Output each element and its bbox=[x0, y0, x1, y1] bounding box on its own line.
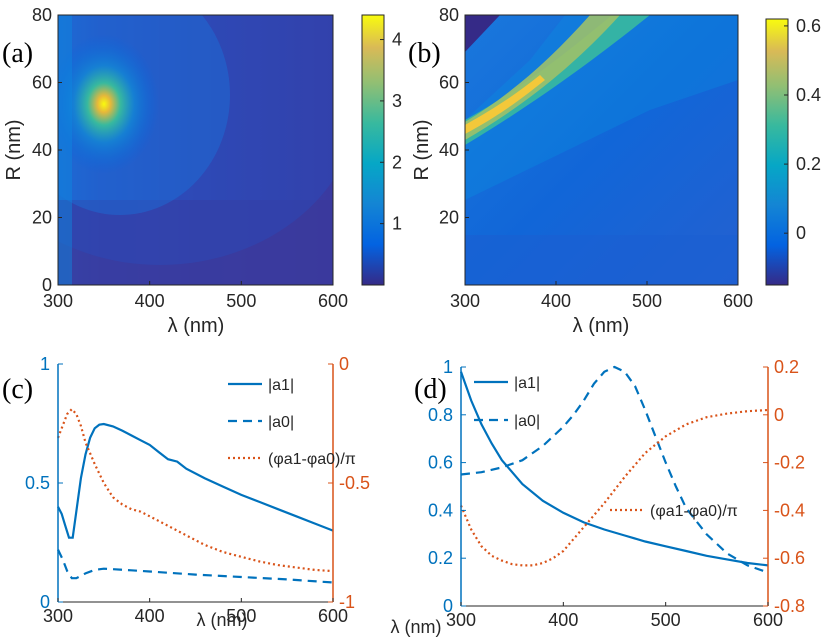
axes-b-ylabel: R (nm) bbox=[411, 119, 433, 180]
axes-d-right-tick-label: -0.4 bbox=[774, 500, 805, 520]
axes-d-right-tick-label: 0 bbox=[774, 405, 784, 425]
axes-d-xtick-label: 300 bbox=[446, 610, 476, 630]
colorbar-a-tick-label: 1 bbox=[392, 214, 402, 234]
colorbar-b-tick-label: 0.2 bbox=[796, 154, 821, 174]
legend-d: |a1| |a0| (φa1-φa0)/π bbox=[474, 375, 738, 520]
axes-d-left-tick-label: 0.6 bbox=[428, 453, 453, 473]
axes-a-ytick-label: 0 bbox=[42, 275, 52, 295]
axes-b-ytick-label: 20 bbox=[439, 208, 459, 228]
axes-c-right-tick-label: 0 bbox=[339, 354, 349, 374]
axes-d-right-tick-label: -0.2 bbox=[774, 453, 805, 473]
axes-b-xtick-label: 600 bbox=[723, 291, 753, 311]
colorbar-a-ticks: 1 2 3 4 bbox=[380, 30, 402, 234]
axes-b-ytick-label: 60 bbox=[439, 73, 459, 93]
axes-d-series-0-line bbox=[459, 371, 769, 567]
axes-d-right-tick-label: -0.8 bbox=[774, 596, 805, 616]
axes-d-xtick-label: 600 bbox=[753, 610, 783, 630]
panel-label-d: (d) bbox=[414, 374, 447, 405]
axes-c-lines bbox=[56, 407, 334, 584]
axes-a-xtick-label: 400 bbox=[135, 291, 165, 311]
axes-a-xtick-label: 500 bbox=[226, 291, 256, 311]
panel-label-c: (c) bbox=[2, 374, 33, 405]
colorbar-b-tick-label: 0 bbox=[796, 223, 806, 243]
axes-c-series-1-line bbox=[57, 549, 334, 584]
heatmap-a-low-band bbox=[58, 200, 333, 285]
axes-a-ytick-label: 40 bbox=[32, 140, 52, 160]
colorbar-b-tick-label: 0.6 bbox=[796, 16, 821, 36]
axes-d-xtick-label: 500 bbox=[651, 610, 681, 630]
axes-b-ytick-label: 80 bbox=[439, 5, 459, 25]
axes-a-ylabel: R (nm) bbox=[3, 119, 25, 180]
axes-d-lines bbox=[459, 365, 769, 574]
colorbar-b-tick-label: 0.4 bbox=[796, 85, 821, 105]
axes-d-ticks: 300 400 500 600 0 0.2 0.4 0.6 0.8 1 -0.8 -0.6 -0.4 -0… bbox=[428, 357, 805, 630]
axes-a-xlabel: λ (nm) bbox=[168, 315, 225, 337]
colorbar-a-tick-label: 2 bbox=[392, 152, 402, 172]
axes-c-right-tick-label: -0.5 bbox=[339, 473, 370, 493]
heatmap-b-ridge-outer bbox=[465, 15, 650, 145]
axes-d-left-tick-label: 0.8 bbox=[428, 405, 453, 425]
axes-d-left-tick-label: 0.4 bbox=[428, 500, 453, 520]
axes-b-ytick-label: 40 bbox=[439, 140, 459, 160]
colorbar-b-ticks: 0 0.2 0.4 0.6 bbox=[784, 16, 821, 243]
axes-d-left-tick-label: 0.2 bbox=[428, 548, 453, 568]
axes-c-legend-label-0: |a1| bbox=[268, 377, 294, 394]
axes-b-xlabel: λ (nm) bbox=[573, 315, 630, 337]
axes-d-right-tick-label: 0.2 bbox=[774, 357, 799, 377]
axes-c-left-tick-label: 1 bbox=[40, 354, 50, 374]
axes-c-xtick-label: 500 bbox=[226, 606, 256, 626]
axes-b-xtick-label: 400 bbox=[541, 291, 571, 311]
axes-b-ticks: 300 400 500 600 20 40 60 80 bbox=[439, 5, 753, 311]
axes-c-xtick-label: 300 bbox=[43, 606, 73, 626]
axes-c-right-tick-label: -1 bbox=[339, 592, 355, 612]
axes-a-ytick-label: 60 bbox=[32, 73, 52, 93]
panel-label-a: (a) bbox=[2, 38, 33, 69]
axes-a-ticks: 300 400 500 600 0 20 40 60 80 bbox=[32, 5, 348, 311]
colorbar-a bbox=[361, 14, 385, 286]
heatmap-b-upper-glow bbox=[465, 15, 738, 200]
axes-d-legend-label-0: |a1| bbox=[514, 375, 540, 392]
axes-c-series-0-line bbox=[57, 422, 334, 539]
axes-a-xtick-label: 300 bbox=[43, 291, 73, 311]
axes-d-xtick-label: 400 bbox=[548, 610, 578, 630]
heatmap-b-low-band bbox=[465, 235, 738, 285]
axes-d-legend-label-1: |a0| bbox=[514, 413, 540, 430]
axes-d-left-tick-label: 1 bbox=[443, 357, 453, 377]
heatmap-b bbox=[465, 15, 738, 285]
axes-d-legend-label-2: (φa1-φa0)/π bbox=[650, 503, 738, 520]
heatmap-a bbox=[58, 15, 333, 285]
axes-d-xlabel: λ (nm) bbox=[391, 617, 442, 637]
axes-c-legend-label-2: (φa1-φa0)/π bbox=[268, 451, 356, 468]
axes-c-xtick-label: 400 bbox=[135, 606, 165, 626]
heatmap-a-hotspot bbox=[58, 34, 159, 174]
axes-a-xtick-label: 600 bbox=[318, 291, 348, 311]
axes-c-series-2-line bbox=[56, 407, 334, 573]
legend-c: |a1| |a0| (φa1-φa0)/π bbox=[228, 377, 356, 468]
axes-c-xlabel: λ (nm) bbox=[197, 610, 248, 630]
axes-c-left-tick-label: 0 bbox=[40, 592, 50, 612]
panel-b: 300 400 500 600 20 40 60 80 λ (nm) R (nm) (b) 0… bbox=[408, 5, 821, 337]
axes-b-xtick-label: 500 bbox=[632, 291, 662, 311]
heatmap-b-corner bbox=[465, 15, 500, 52]
axes-c-ticks: 300 400 500 600 0 0.5 1 -1 -0.5 0 bbox=[25, 354, 370, 626]
heatmap-b-ridge-peak bbox=[465, 75, 545, 134]
axes-a-ytick-label: 20 bbox=[32, 208, 52, 228]
axes-c-left-tick-label: 0.5 bbox=[25, 473, 50, 493]
axes-c-xtick-label: 600 bbox=[318, 606, 348, 626]
axes-d-series-2-line bbox=[459, 408, 769, 567]
colorbar-a-tick-label: 3 bbox=[392, 91, 402, 111]
panel-d: 300 400 500 600 0 0.2 0.4 0.6 0.8 1 -0.8 -0.6 -0.4 -0… bbox=[391, 357, 806, 637]
axes-d-right-tick-label: -0.6 bbox=[774, 548, 805, 568]
panel-c: 300 400 500 600 0 0.5 1 -1 -0.5 0 (c) λ (nm) |a1|… bbox=[2, 354, 370, 630]
axes-d-series-1-line bbox=[460, 365, 769, 574]
axes-a-ytick-label: 80 bbox=[32, 5, 52, 25]
axes-d-left-tick-label: 0 bbox=[443, 596, 453, 616]
panel-label-b: (b) bbox=[408, 38, 441, 69]
colorbar-b bbox=[765, 18, 789, 286]
axes-b-xtick-label: 300 bbox=[450, 291, 480, 311]
colorbar-a-tick-label: 4 bbox=[392, 30, 402, 50]
axes-c-legend-label-1: |a0| bbox=[268, 414, 294, 431]
